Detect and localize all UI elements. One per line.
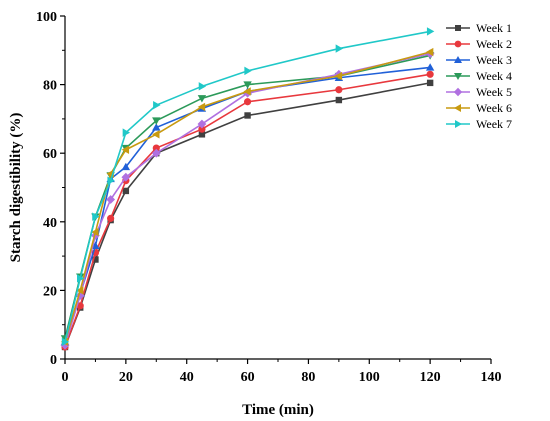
data-point <box>152 117 161 125</box>
data-point <box>121 162 131 171</box>
x-tick-label: 20 <box>119 370 133 385</box>
legend-item: Week 4 <box>446 69 512 83</box>
legend-marker <box>453 87 463 97</box>
legend-item: Week 5 <box>446 85 512 99</box>
legend-marker <box>454 40 462 48</box>
data-point <box>426 70 434 78</box>
x-tick-label: 40 <box>180 370 194 385</box>
data-point <box>76 286 84 295</box>
legend-marker <box>454 104 461 112</box>
data-point <box>426 27 435 36</box>
series-line <box>64 30 431 343</box>
x-axis-title: Time (min) <box>242 402 314 418</box>
legend-label: Week 2 <box>476 37 512 51</box>
data-point <box>61 337 70 347</box>
legend-label: Week 4 <box>476 69 512 83</box>
y-tick-label: 20 <box>43 284 57 299</box>
data-point <box>198 125 206 133</box>
series-1 <box>61 79 434 351</box>
y-tick-label: 0 <box>50 353 57 368</box>
data-point <box>244 66 252 76</box>
data-point <box>198 131 206 138</box>
data-point <box>91 227 99 237</box>
legend: Week 1 Week 2 Week 3 Week 4 Week 5 Week 6 Week… <box>446 21 512 131</box>
data-point <box>335 44 344 53</box>
y-tick-label: 60 <box>43 147 57 162</box>
data-point <box>91 241 100 250</box>
legend-label: Week 3 <box>476 53 512 67</box>
legend-marker <box>455 25 461 31</box>
y-axis-title: Starch digestibility (%) <box>8 113 24 263</box>
data-point <box>243 87 251 96</box>
data-point <box>243 81 252 89</box>
data-point <box>334 71 343 81</box>
data-point <box>122 128 131 137</box>
x-tick-label: 0 <box>62 370 69 385</box>
legend-label: Week 6 <box>476 101 512 115</box>
series-5 <box>60 49 435 350</box>
data-point <box>92 256 99 263</box>
data-point <box>198 82 207 91</box>
data-point <box>197 119 207 129</box>
axes: 0 20 40 60 80 100 120 140 0 20 40 60 80 100 <box>36 10 502 385</box>
data-point <box>197 95 207 103</box>
y-tick-label: 40 <box>43 216 57 231</box>
series-group <box>60 27 435 351</box>
data-point <box>335 96 343 104</box>
data-point <box>107 214 115 222</box>
x-tick-label: 140 <box>481 370 502 385</box>
series-line <box>64 51 431 343</box>
data-point <box>243 98 252 106</box>
legend-label: Week 5 <box>476 85 512 99</box>
x-tick-label: 100 <box>359 370 380 385</box>
data-point <box>426 79 434 87</box>
series-6 <box>60 47 434 347</box>
legend-marker <box>454 73 462 80</box>
legend-item: Week 3 <box>446 53 512 67</box>
data-point <box>151 148 161 158</box>
data-point <box>122 187 130 195</box>
x-tick-label: 80 <box>301 370 315 385</box>
data-point <box>121 172 131 182</box>
legend-item: Week 2 <box>446 37 512 51</box>
y-tick-label: 80 <box>43 79 57 94</box>
data-point <box>152 123 161 131</box>
series-line <box>64 66 431 343</box>
legend-label: Week 7 <box>476 117 512 131</box>
data-point <box>106 195 116 204</box>
x-tick-label: 60 <box>241 370 255 385</box>
legend-item: Week 1 <box>446 21 512 35</box>
data-point <box>152 130 160 139</box>
series-line <box>64 82 431 348</box>
legend-marker <box>455 120 462 128</box>
data-point <box>335 86 343 94</box>
data-point <box>425 47 434 57</box>
data-point <box>153 100 161 110</box>
data-point <box>92 212 100 221</box>
data-point <box>77 274 85 283</box>
series-7 <box>61 27 435 347</box>
legend-marker <box>454 56 462 63</box>
data-point <box>121 145 130 154</box>
legend-label: Week 1 <box>476 21 512 35</box>
data-point <box>152 144 160 152</box>
legend-item: Week 7 <box>446 117 512 131</box>
data-point <box>425 63 435 71</box>
legend-item: Week 6 <box>446 101 512 115</box>
data-point <box>244 112 251 119</box>
data-point <box>107 176 115 185</box>
y-tick-label: 100 <box>36 10 57 25</box>
x-tick-label: 120 <box>420 370 441 385</box>
data-point <box>197 102 206 112</box>
